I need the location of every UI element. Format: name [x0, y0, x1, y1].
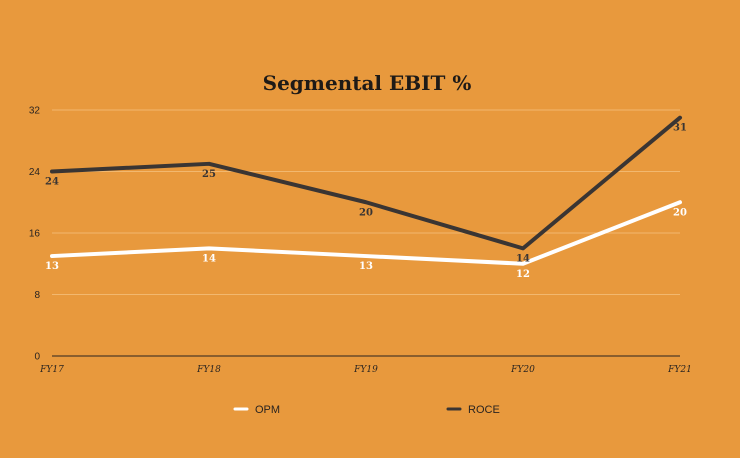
series-lines [50, 115, 682, 266]
data-label-opm: 13 [45, 261, 59, 272]
data-label-roce: 14 [516, 253, 530, 264]
y-tick-label: 24 [29, 167, 41, 178]
series-line-opm [50, 200, 682, 266]
data-label-roce: 25 [202, 169, 216, 180]
x-tick-label: FY17 [39, 365, 64, 375]
y-tick-label: 32 [29, 106, 41, 117]
y-tick-label: 8 [34, 290, 40, 301]
data-label-opm: 14 [202, 253, 216, 264]
data-label-opm: 13 [359, 261, 373, 272]
x-tick-label: FY21 [667, 365, 692, 375]
y-tick-label: 0 [34, 352, 40, 363]
axes: 0 8 16 24 32 FY17 FY18 FY19 FY20 FY21 [29, 106, 692, 376]
data-label-roce: 31 [673, 123, 687, 134]
legend-label-roce[interactable]: ROCE [468, 404, 500, 416]
series-line-roce [50, 115, 682, 251]
data-labels: 13 14 13 12 20 24 25 20 14 31 [45, 123, 687, 280]
y-tick-label: 16 [29, 229, 41, 240]
legend-label-opm[interactable]: OPM [255, 404, 280, 416]
data-label-opm: 20 [673, 207, 687, 218]
x-tick-label: FY20 [510, 365, 535, 375]
data-label-opm: 12 [516, 269, 530, 280]
legend[interactable]: OPM ROCE [233, 404, 500, 416]
chart-title: Segmental EBIT % [263, 71, 472, 95]
x-tick-label: FY19 [353, 365, 378, 375]
data-label-roce: 24 [45, 177, 59, 188]
x-tick-label: FY18 [196, 365, 221, 375]
data-label-roce: 20 [359, 207, 373, 218]
gridlines [52, 109, 680, 295]
